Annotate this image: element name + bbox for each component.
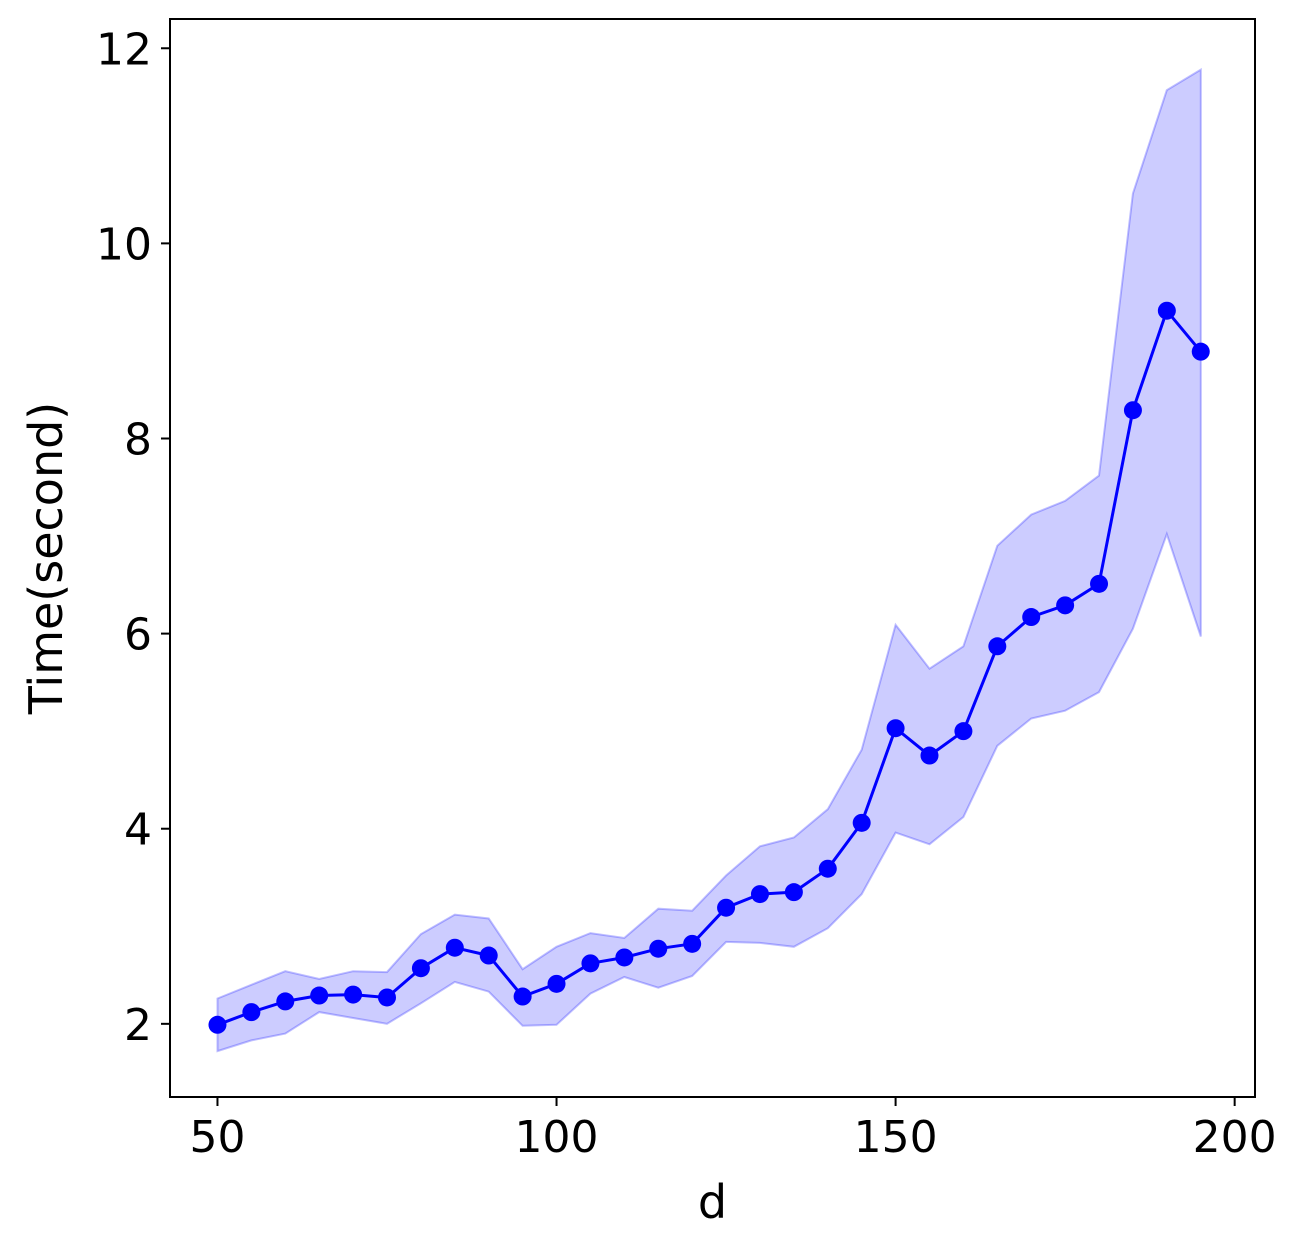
data-point [1022, 608, 1041, 627]
data-point [886, 719, 905, 738]
y-axis-label: Time(second) [19, 402, 73, 716]
data-point [208, 1015, 227, 1034]
x-tick-label: 100 [515, 1112, 599, 1163]
data-point [784, 883, 803, 902]
data-point [581, 954, 600, 973]
data-point [310, 986, 329, 1005]
data-point [818, 859, 837, 878]
x-tick-label: 150 [854, 1112, 938, 1163]
y-tick-label: 8 [124, 414, 152, 465]
y-tick-label: 2 [124, 1000, 152, 1051]
data-point [445, 938, 464, 957]
confidence-band [216, 67, 1202, 1053]
plot-frame [169, 18, 1256, 1098]
data-point [615, 948, 634, 967]
y-tick-label: 4 [124, 805, 152, 856]
y-tick-label: 12 [96, 24, 152, 75]
data-point [920, 746, 939, 765]
data-point [683, 934, 702, 953]
y-tick-label: 10 [96, 219, 152, 270]
x-tick-label: 200 [1193, 1112, 1277, 1163]
data-point [344, 985, 363, 1004]
y-tick-label: 6 [124, 610, 152, 661]
data-point [1191, 342, 1210, 361]
x-axis-label: d [698, 1175, 727, 1229]
x-tick-label: 50 [189, 1112, 245, 1163]
data-point [513, 987, 532, 1006]
data-point [852, 813, 871, 832]
data-point [1123, 401, 1142, 420]
data-point [717, 898, 736, 917]
data-point [750, 885, 769, 904]
data-point [1157, 301, 1176, 320]
data-point [378, 988, 396, 1007]
data-point [547, 974, 566, 993]
data-point [411, 959, 430, 978]
data-point [1090, 574, 1109, 593]
data-point [954, 722, 973, 741]
data-point [242, 1003, 261, 1022]
data-point [649, 939, 668, 958]
data-point [276, 992, 295, 1011]
data-point [479, 946, 498, 965]
data-point [988, 637, 1007, 656]
data-point [1056, 596, 1075, 615]
